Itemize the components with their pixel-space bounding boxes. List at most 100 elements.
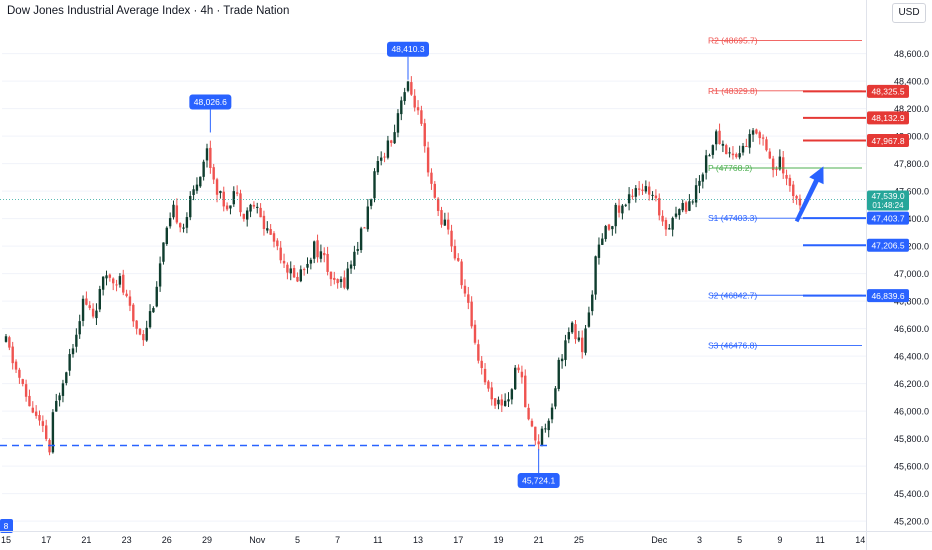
x-tick-label: 14 — [855, 535, 865, 545]
y-tick-label: 45,600.0 — [894, 462, 929, 472]
candle-body — [423, 123, 426, 147]
candle-body — [353, 251, 356, 266]
candle-body — [467, 294, 470, 303]
candle-body — [761, 137, 765, 139]
candle-body — [215, 179, 219, 195]
candle-body — [28, 395, 31, 407]
pivot-label-s1: S1 (47403.3) — [708, 213, 757, 223]
candle-body — [158, 263, 162, 287]
candle-body — [326, 253, 329, 272]
candle-body — [674, 213, 678, 217]
candle-body — [453, 245, 457, 259]
candle-body — [788, 177, 792, 186]
y-tick-label: 46,600.0 — [894, 324, 929, 334]
candle-body — [269, 229, 272, 235]
candle-body — [778, 156, 782, 170]
currency-selector[interactable]: USD — [892, 3, 926, 23]
candle-body — [299, 269, 302, 282]
candle-body — [725, 145, 728, 155]
candle-body — [661, 215, 664, 222]
level-price-label: 48,325.5 — [871, 87, 904, 97]
x-tick-label: 26 — [162, 535, 172, 545]
x-tick-label: 21 — [81, 535, 91, 545]
candle-body — [262, 215, 266, 229]
y-tick-label: 48,400.0 — [894, 77, 929, 87]
candle-body — [249, 204, 252, 212]
candle-body — [741, 145, 745, 153]
annotation-label: 45,724.1 — [522, 476, 555, 486]
x-tick-label: 5 — [737, 535, 742, 545]
candle-body — [192, 189, 195, 195]
candle-body — [792, 184, 795, 197]
candle-body — [715, 131, 718, 145]
candle-body — [296, 276, 299, 282]
candle-body — [222, 191, 225, 207]
candle-body — [607, 224, 611, 230]
candle-body — [34, 411, 38, 416]
candle-body — [574, 324, 577, 340]
candle-body — [701, 174, 704, 182]
candle-body — [91, 308, 95, 317]
candle-body — [11, 346, 14, 364]
candle-body — [614, 204, 617, 227]
candle-body — [323, 252, 326, 256]
candle-body — [410, 82, 413, 95]
candle-body — [369, 199, 373, 206]
candle-body — [651, 194, 654, 196]
candle-body — [503, 400, 507, 406]
current-price-tag — [867, 190, 909, 211]
candle-body — [306, 263, 309, 268]
projection-arrow — [794, 166, 824, 223]
candle-body — [594, 256, 597, 295]
candle-body — [235, 192, 239, 194]
candle-body — [363, 227, 366, 229]
candle-body — [758, 132, 761, 139]
candle-body — [621, 205, 624, 214]
candle-body — [105, 275, 108, 279]
candle-body — [463, 285, 467, 294]
annotation-box — [517, 473, 560, 489]
candle-body — [209, 147, 212, 168]
candle-body — [31, 407, 34, 413]
candle-body — [450, 230, 453, 247]
candle-body — [745, 146, 748, 148]
candle-body — [447, 219, 450, 230]
candle-body — [122, 274, 125, 293]
x-tick-label: 11 — [815, 535, 824, 545]
candle-body — [85, 298, 88, 305]
candle-body — [219, 191, 222, 194]
level-price-tag — [867, 134, 909, 148]
countdown-label: 01:48:24 — [872, 201, 904, 210]
candle-body — [286, 264, 289, 273]
candle-body — [302, 269, 306, 271]
candle-body — [58, 395, 61, 401]
candle-body — [81, 298, 85, 321]
candle-body — [259, 207, 262, 218]
candle-body — [577, 337, 581, 341]
candle-body — [436, 198, 440, 211]
candle-body — [634, 188, 637, 197]
candle-body — [366, 206, 369, 230]
level-price-tag — [867, 84, 909, 98]
candle-body — [205, 148, 209, 161]
candle-body — [343, 277, 346, 288]
y-tick-label: 47,400.0 — [894, 214, 929, 224]
y-tick-label: 46,800.0 — [894, 297, 929, 307]
candle-body — [182, 227, 185, 229]
candle-body — [416, 107, 420, 111]
pivot-label-p: P (47768.2) — [708, 163, 752, 173]
candle-body — [406, 81, 410, 91]
candle-body — [698, 180, 701, 186]
candle-body — [232, 191, 235, 205]
candle-body — [279, 247, 282, 261]
candle-body — [8, 337, 11, 348]
candle-body — [135, 320, 138, 329]
candle-body — [68, 354, 71, 371]
x-tick-label: 17 — [453, 535, 463, 545]
y-tick-label: 46,000.0 — [894, 407, 929, 417]
candle-body — [728, 152, 731, 154]
candle-body — [430, 172, 433, 184]
candle-body — [540, 428, 544, 446]
candle-body — [339, 279, 343, 283]
